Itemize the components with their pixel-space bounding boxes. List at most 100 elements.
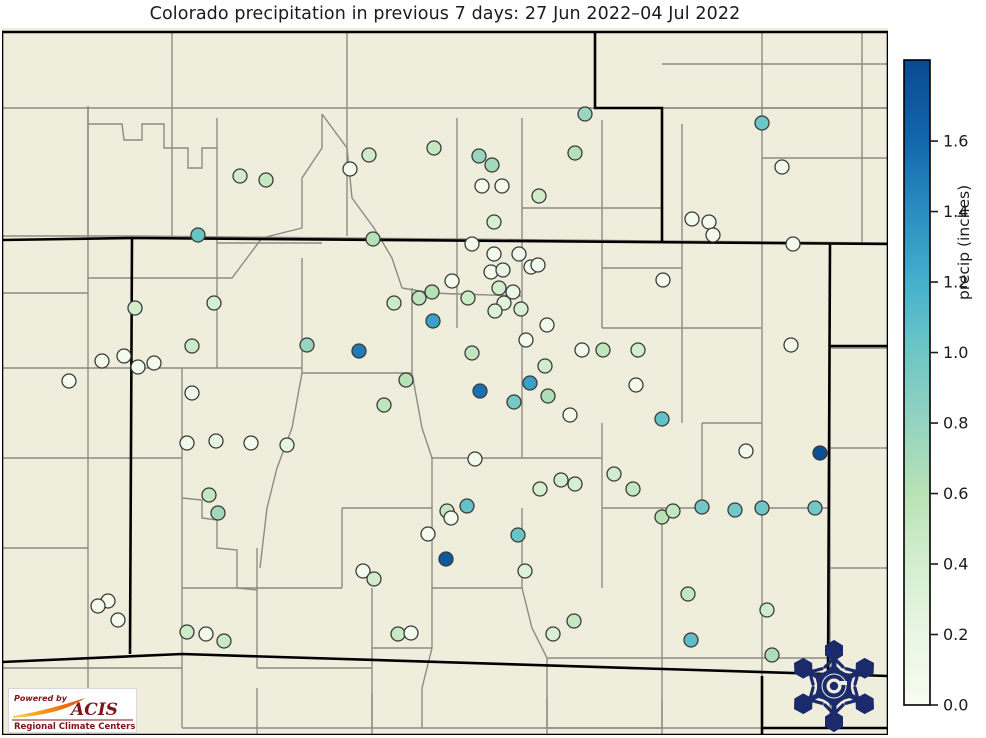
station-point[interactable] — [807, 500, 823, 516]
station-point[interactable] — [783, 337, 799, 353]
station-point[interactable] — [90, 598, 106, 614]
station-point[interactable] — [812, 445, 828, 461]
station-point[interactable] — [566, 613, 582, 629]
station-point[interactable] — [606, 466, 622, 482]
station-point[interactable] — [705, 227, 721, 243]
station-point[interactable] — [562, 407, 578, 423]
station-point[interactable] — [467, 451, 483, 467]
station-point[interactable] — [577, 106, 593, 122]
station-point[interactable] — [567, 476, 583, 492]
station-point[interactable] — [390, 626, 406, 642]
station-point[interactable] — [258, 172, 274, 188]
station-point[interactable] — [444, 273, 460, 289]
station-point[interactable] — [510, 527, 526, 543]
station-point[interactable] — [201, 487, 217, 503]
station-point[interactable] — [342, 161, 358, 177]
station-point[interactable] — [595, 342, 611, 358]
station-point[interactable] — [630, 342, 646, 358]
station-point[interactable] — [665, 503, 681, 519]
station-point[interactable] — [361, 147, 377, 163]
station-point[interactable] — [411, 290, 427, 306]
station-point[interactable] — [443, 510, 459, 526]
station-point[interactable] — [464, 236, 480, 252]
station-point[interactable] — [472, 383, 488, 399]
station-point[interactable] — [376, 397, 392, 413]
station-point[interactable] — [694, 499, 710, 515]
station-point[interactable] — [179, 435, 195, 451]
station-point[interactable] — [486, 214, 502, 230]
station-point[interactable] — [420, 526, 436, 542]
station-point[interactable] — [232, 168, 248, 184]
station-point[interactable] — [351, 343, 367, 359]
station-point[interactable] — [116, 348, 132, 364]
station-point[interactable] — [279, 437, 295, 453]
station-point[interactable] — [567, 145, 583, 161]
station-point[interactable] — [532, 481, 548, 497]
station-point[interactable] — [464, 345, 480, 361]
station-point[interactable] — [474, 178, 490, 194]
station-point[interactable] — [184, 385, 200, 401]
station-point[interactable] — [206, 295, 222, 311]
station-point[interactable] — [366, 571, 382, 587]
station-point[interactable] — [701, 214, 717, 230]
station-point[interactable] — [540, 388, 556, 404]
station-point[interactable] — [754, 500, 770, 516]
station-point[interactable] — [553, 472, 569, 488]
station-point[interactable] — [683, 632, 699, 648]
station-point[interactable] — [517, 563, 533, 579]
station-point[interactable] — [146, 355, 162, 371]
station-point[interactable] — [487, 303, 503, 319]
station-point[interactable] — [198, 626, 214, 642]
station-point[interactable] — [94, 353, 110, 369]
station-point[interactable] — [684, 211, 700, 227]
station-point[interactable] — [518, 332, 534, 348]
station-point[interactable] — [738, 443, 754, 459]
station-points[interactable] — [61, 106, 828, 663]
station-point[interactable] — [471, 148, 487, 164]
station-point[interactable] — [727, 502, 743, 518]
station-point[interactable] — [216, 633, 232, 649]
station-point[interactable] — [545, 626, 561, 642]
station-point[interactable] — [486, 246, 502, 262]
station-point[interactable] — [494, 178, 510, 194]
station-point[interactable] — [785, 236, 801, 252]
station-point[interactable] — [355, 563, 371, 579]
station-point[interactable] — [403, 625, 419, 641]
station-point[interactable] — [654, 411, 670, 427]
station-point[interactable] — [513, 301, 529, 317]
station-point[interactable] — [539, 317, 555, 333]
station-point[interactable] — [628, 377, 644, 393]
station-point[interactable] — [426, 140, 442, 156]
station-point[interactable] — [386, 295, 402, 311]
station-point[interactable] — [491, 280, 507, 296]
station-point[interactable] — [484, 157, 500, 173]
station-point[interactable] — [759, 602, 775, 618]
station-point[interactable] — [190, 227, 206, 243]
station-point[interactable] — [774, 159, 790, 175]
station-point[interactable] — [130, 359, 146, 375]
station-point[interactable] — [110, 612, 126, 628]
station-point[interactable] — [531, 188, 547, 204]
station-point[interactable] — [511, 246, 527, 262]
station-point[interactable] — [530, 257, 546, 273]
station-point[interactable] — [398, 372, 414, 388]
station-point[interactable] — [425, 313, 441, 329]
station-point[interactable] — [495, 262, 511, 278]
station-point[interactable] — [210, 505, 226, 521]
station-point[interactable] — [424, 284, 440, 300]
station-point[interactable] — [299, 337, 315, 353]
station-point[interactable] — [459, 498, 475, 514]
station-point[interactable] — [61, 373, 77, 389]
station-point[interactable] — [243, 435, 259, 451]
station-point[interactable] — [655, 272, 671, 288]
station-point[interactable] — [208, 433, 224, 449]
station-point[interactable] — [754, 115, 770, 131]
station-point[interactable] — [764, 647, 780, 663]
station-point[interactable] — [506, 394, 522, 410]
station-point[interactable] — [537, 358, 553, 374]
station-point[interactable] — [438, 551, 454, 567]
station-point[interactable] — [127, 300, 143, 316]
station-point[interactable] — [505, 284, 521, 300]
station-point[interactable] — [574, 342, 590, 358]
station-point[interactable] — [179, 624, 195, 640]
